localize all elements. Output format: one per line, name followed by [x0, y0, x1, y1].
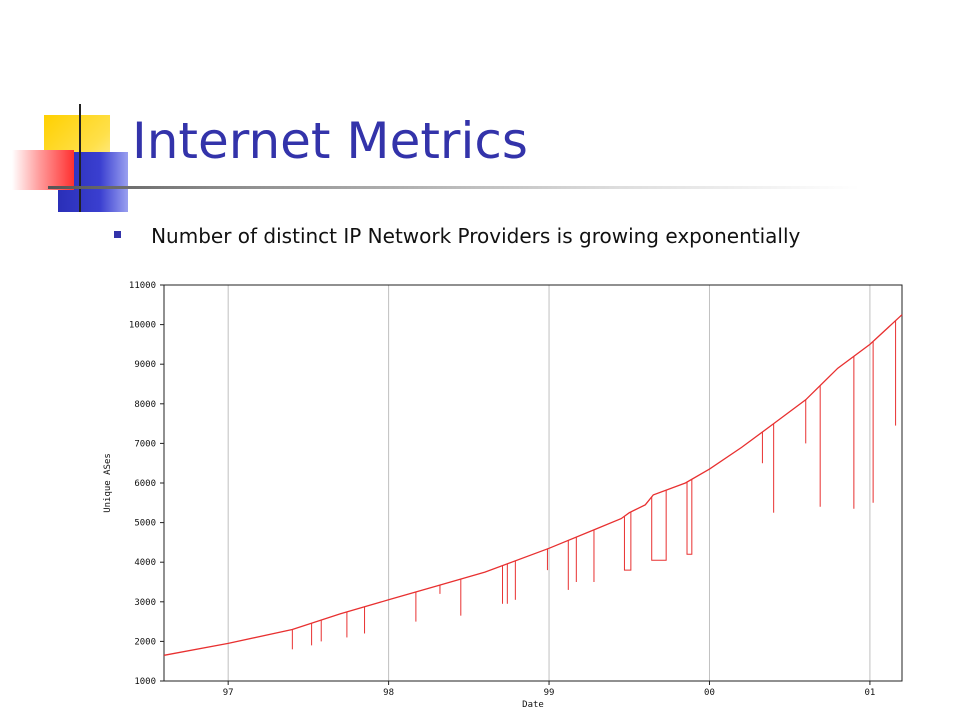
- y-tick-label: 1000: [134, 677, 156, 687]
- as-growth-chart: 1000 2000 3000 4000 5000 6000 7000 8000 9000 1000…: [103, 281, 903, 710]
- x-tick-label: 97: [223, 688, 234, 698]
- x-tick-label: 00: [704, 688, 715, 698]
- x-tick-label: 98: [383, 688, 394, 698]
- y-tick-label: 9000: [134, 360, 156, 370]
- x-axis-label: Date: [522, 700, 544, 710]
- y-tick-label: 7000: [134, 439, 156, 449]
- y-axis-label: Unique ASes: [103, 453, 113, 513]
- bullet-marker: [114, 230, 121, 238]
- plot-frame: [163, 284, 903, 682]
- series-plateau: [651, 490, 667, 561]
- series-line: [163, 314, 903, 656]
- bullet-text: Number of distinct IP Network Providers …: [151, 224, 801, 248]
- slide-title: Internet Metrics: [132, 112, 528, 170]
- x-tick-label: 01: [864, 688, 875, 698]
- decor-red-bar: [12, 150, 74, 190]
- bullet-item: Number of distinct IP Network Providers …: [114, 224, 800, 248]
- y-tick-label: 3000: [134, 598, 156, 608]
- x-tick-label: 99: [544, 688, 555, 698]
- y-tick-label: 5000: [134, 519, 156, 529]
- decor-horizontal-rule: [48, 186, 860, 189]
- y-tick-label: 6000: [134, 479, 156, 489]
- decor-vertical-line: [79, 104, 81, 212]
- y-tick-label: 10000: [129, 321, 156, 331]
- y-tick-label: 8000: [134, 400, 156, 410]
- y-tick-label: 4000: [134, 558, 156, 568]
- y-tick-label: 2000: [134, 637, 156, 647]
- y-tick-label: 11000: [129, 281, 156, 291]
- series-plateau: [623, 511, 632, 571]
- series-plateau: [686, 479, 693, 555]
